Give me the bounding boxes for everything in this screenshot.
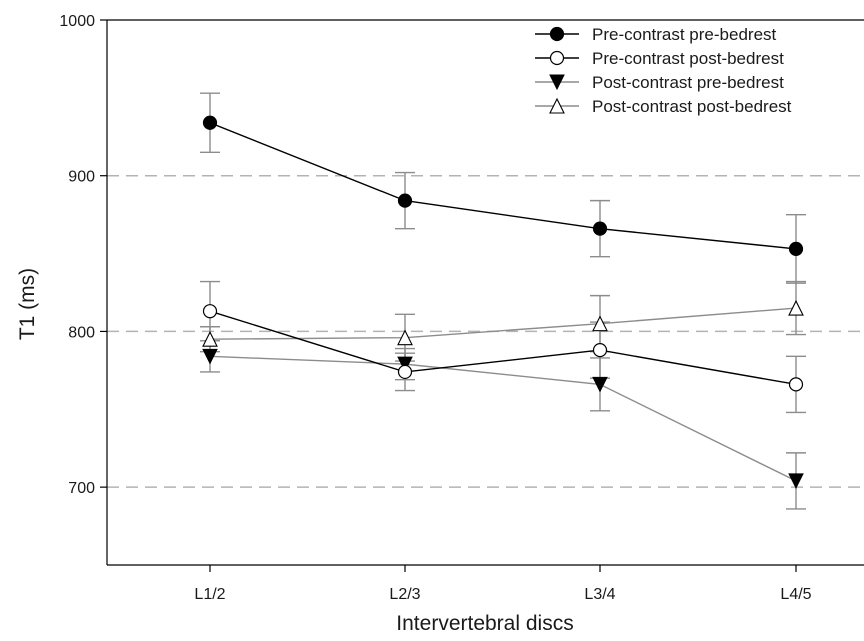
- data-point: [592, 376, 608, 393]
- data-point: [788, 377, 804, 392]
- legend-label: Post-contrast pre-bedrest: [592, 73, 784, 92]
- data-point: [397, 193, 413, 208]
- x-tick-label: L4/5: [780, 586, 811, 603]
- series-line: [209, 307, 797, 340]
- series-line: [209, 310, 797, 386]
- data-point: [397, 329, 413, 346]
- x-tick-label: L2/3: [389, 586, 420, 603]
- data-point: [592, 343, 608, 358]
- legend-marker: [549, 50, 565, 66]
- y-tick-label: 900: [68, 169, 95, 186]
- x-tick-label: L3/4: [584, 586, 615, 603]
- x-axis-label: Intervertebral discs: [396, 612, 573, 635]
- data-point: [202, 330, 218, 347]
- y-tick-label: 800: [68, 324, 95, 341]
- x-tick-label: L1/2: [194, 586, 225, 603]
- data-point: [397, 356, 413, 373]
- series-line: [209, 122, 797, 250]
- data-point: [202, 348, 218, 365]
- data-point: [202, 115, 218, 130]
- legend-marker: [549, 26, 565, 42]
- data-point: [397, 364, 413, 380]
- data-point: [788, 299, 804, 316]
- data-point: [592, 221, 608, 236]
- grid-lines: [107, 174, 864, 488]
- data-point: [202, 304, 218, 319]
- legend-label: Pre-contrast pre-bedrest: [592, 25, 777, 44]
- legend-marker: [549, 97, 565, 114]
- tick-labels: 700 800 900 1000 L1/2 L2/3 L3/4 L4/5: [59, 13, 811, 603]
- legend-label: Post-contrast post-bedrest: [592, 97, 792, 116]
- legend-marker: [549, 74, 565, 91]
- axes: [100, 19, 864, 572]
- data-point: [788, 241, 804, 256]
- data-markers: [202, 115, 804, 490]
- legend-label: Pre-contrast post-bedrest: [592, 49, 784, 68]
- data-point: [592, 315, 608, 332]
- series-lines: [209, 122, 797, 482]
- data-point: [788, 473, 804, 490]
- series-line: [209, 355, 797, 482]
- legend: Pre-contrast pre-bedrest Pre-contrast pos…: [535, 25, 792, 116]
- y-tick-label: 1000: [59, 13, 95, 30]
- y-axis-label: T1 (ms): [16, 268, 39, 340]
- y-tick-label: 700: [68, 480, 95, 497]
